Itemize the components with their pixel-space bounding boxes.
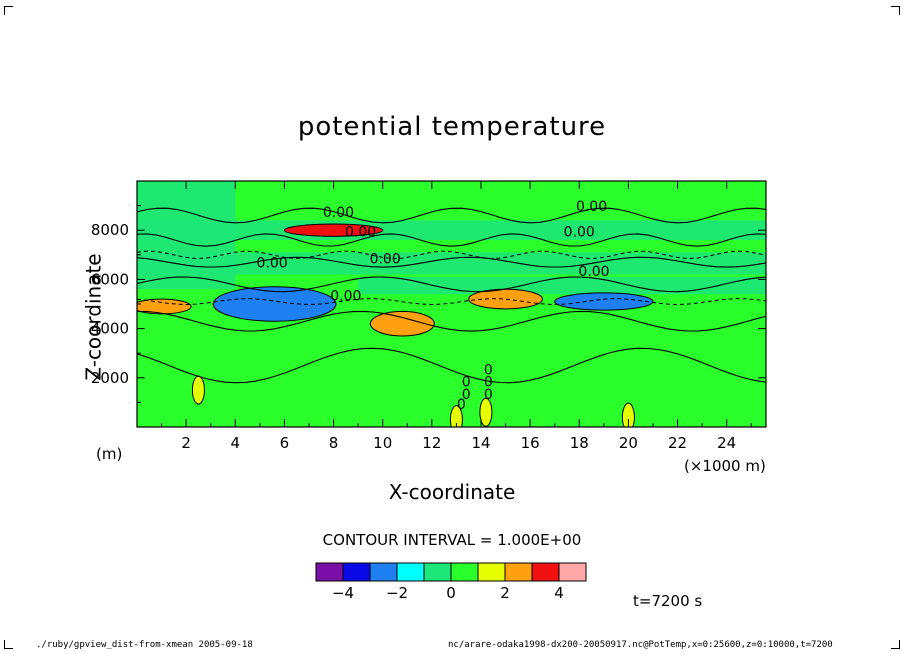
field-plume <box>191 375 205 405</box>
y-tick-label: 2000 <box>91 369 129 387</box>
contour-label: 0.00 <box>578 264 609 280</box>
x-tick-label: 4 <box>231 434 241 452</box>
contour-label: 0 <box>457 397 466 413</box>
colorbar-swatch <box>396 562 425 582</box>
crop-mark-top-left <box>4 6 13 15</box>
field-plume <box>449 405 463 427</box>
contour-label: 0.00 <box>345 225 376 241</box>
crop-mark-top-right <box>891 6 900 15</box>
y-tick-label: 6000 <box>91 270 129 288</box>
contour-label: 0.00 <box>257 255 288 271</box>
contour-label: 0 <box>484 387 493 403</box>
x-tick-label: 16 <box>521 434 540 452</box>
crop-mark-bottom-right <box>891 640 900 649</box>
contour-line <box>137 310 766 332</box>
field-blob <box>554 292 654 311</box>
field-blob <box>283 223 384 237</box>
colorbar: −4 −2 0 2 4 <box>315 562 587 602</box>
contour-label: 0 <box>484 362 493 378</box>
y-axis-unit: (m) <box>96 445 123 463</box>
y-tick-label: 8000 <box>91 221 129 239</box>
x-tick-label: 10 <box>373 434 392 452</box>
footer-script-path: ./ruby/gpview_dist-from-xmean 2005-09-18 <box>36 640 253 650</box>
contour-line <box>137 207 766 224</box>
colorbar-label: −2 <box>386 584 408 602</box>
contour-line-negative <box>137 250 766 260</box>
colorbar-label: 2 <box>500 584 510 602</box>
contour-line-negative <box>137 298 766 306</box>
colorbar-label: −4 <box>332 584 354 602</box>
field-region <box>137 252 766 275</box>
chart-title: potential temperature <box>297 112 607 142</box>
y-axis-label: Z-coordinate <box>81 253 106 381</box>
contour-lines <box>137 207 766 384</box>
contour-label: 0.00 <box>564 225 595 241</box>
x-tick-label: 14 <box>471 434 490 452</box>
contour-line <box>137 233 766 247</box>
contour-label: 0 <box>462 375 471 391</box>
contour-label: 0.00 <box>330 289 361 305</box>
footer-data-source: nc/arare-odaka1998-dx200-20050917.nc@Pot… <box>448 640 833 650</box>
x-tick-label: 22 <box>668 434 687 452</box>
field-region <box>358 276 766 295</box>
colorbar-swatch <box>504 562 533 582</box>
y-tick-label: 4000 <box>91 320 129 338</box>
colorbar-swatch <box>315 562 344 582</box>
x-axis-ticks: 2 4 6 8 10 12 14 16 18 20 22 24 <box>161 181 752 452</box>
colorbar-swatch <box>342 562 371 582</box>
x-axis-unit: (×1000 m) <box>684 457 766 475</box>
contour-label: 0.00 <box>576 199 607 215</box>
time-stamp: t=7200 s <box>633 592 703 610</box>
x-tick-label: 8 <box>329 434 339 452</box>
crop-mark-bottom-left <box>4 640 13 649</box>
colorbar-swatch <box>531 562 560 582</box>
contour-label: 0.00 <box>323 205 354 221</box>
field-plume <box>479 397 493 427</box>
colorbar-swatch <box>450 562 479 582</box>
colorbar-label: 0 <box>446 584 456 602</box>
colorbar-swatch <box>477 562 506 582</box>
x-tick-label: 12 <box>422 434 441 452</box>
x-tick-label: 24 <box>717 434 736 452</box>
field-blob <box>212 286 337 322</box>
contour-label: 0.00 <box>370 252 401 268</box>
contour-label: 0 <box>484 375 493 391</box>
y-axis-ticks: 2000 4000 6000 8000 <box>91 205 766 403</box>
x-tick-label: 20 <box>619 434 638 452</box>
x-tick-label: 6 <box>280 434 290 452</box>
x-tick-label: 2 <box>181 434 191 452</box>
contour-interval-text: CONTOUR INTERVAL = 1.000E+00 <box>322 531 582 549</box>
field-blob <box>369 310 435 337</box>
field-region <box>137 220 766 241</box>
x-tick-label: 18 <box>570 434 589 452</box>
field-plume <box>621 402 635 427</box>
contour-field <box>137 181 766 427</box>
x-axis-label: X-coordinate <box>388 480 516 504</box>
contour-label: 0 <box>462 387 471 403</box>
contour-line <box>137 256 766 268</box>
colorbar-label: 4 <box>554 584 564 602</box>
colorbar-swatch <box>558 562 587 582</box>
colorbar-swatch <box>423 562 452 582</box>
contour-line <box>137 347 766 384</box>
field-region <box>137 181 236 290</box>
contour-line <box>137 276 766 293</box>
colorbar-swatch <box>369 562 398 582</box>
